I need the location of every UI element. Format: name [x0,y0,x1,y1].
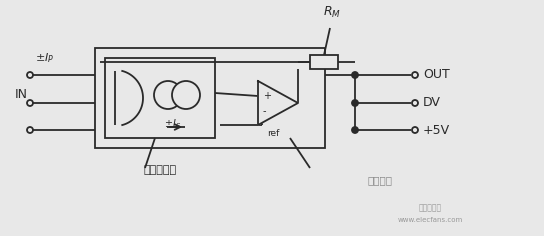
Bar [310,55,338,69]
Text: +: + [263,91,271,101]
Text: $\pm I_S$: $\pm I_S$ [164,117,182,131]
Text: OUT: OUT [423,68,450,81]
Bar [95,48,325,148]
Text: 撒大器器: 撒大器器 [368,175,393,185]
Text: 电子发烧友: 电子发烧友 [418,203,442,212]
Text: $R_M$: $R_M$ [323,5,341,20]
Circle shape [27,127,33,133]
Circle shape [352,72,358,78]
Circle shape [27,72,33,78]
Text: 闭环传感器: 闭环传感器 [144,165,177,175]
Text: ref: ref [267,129,280,138]
Text: DV: DV [423,97,441,110]
Circle shape [412,72,418,78]
Circle shape [352,127,358,133]
Circle shape [27,100,33,106]
Polygon shape [258,81,298,125]
Text: +5V: +5V [423,123,450,136]
Circle shape [154,81,182,109]
Text: -: - [263,106,267,116]
Text: $\pm I_P$: $\pm I_P$ [35,51,54,65]
Circle shape [172,81,200,109]
Text: IN: IN [15,88,28,101]
Bar [105,58,215,138]
Circle shape [352,100,358,106]
Text: www.elecfans.com: www.elecfans.com [397,217,462,223]
Circle shape [412,127,418,133]
Circle shape [412,100,418,106]
